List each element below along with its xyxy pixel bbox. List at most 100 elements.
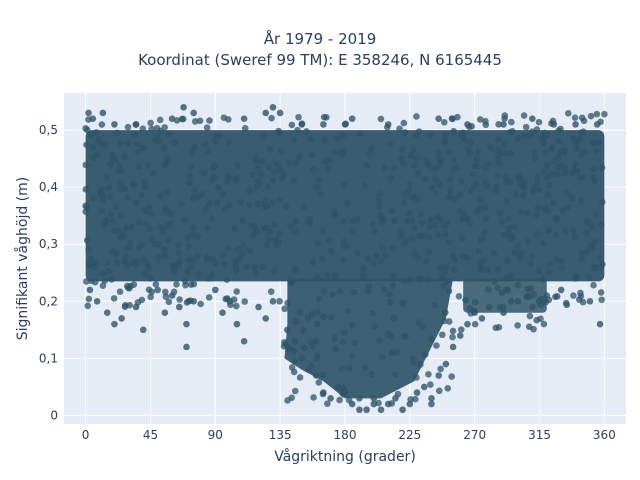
- scatter-point: [307, 136, 315, 143]
- scatter-point: [263, 242, 270, 250]
- scatter-point: [187, 281, 195, 288]
- data-point: [262, 109, 270, 117]
- scatter-point: [453, 163, 461, 171]
- scatter-point: [144, 260, 151, 268]
- scatter-point: [114, 167, 122, 175]
- scatter-point: [87, 255, 95, 263]
- scatter-point: [467, 139, 474, 146]
- scatter-point: [106, 193, 114, 201]
- scatter-point: [390, 164, 398, 171]
- scatter-point: [512, 190, 519, 198]
- scatter-point: [402, 237, 410, 245]
- scatter-point: [502, 286, 510, 293]
- scatter-point: [191, 186, 198, 194]
- scatter-point: [420, 232, 427, 240]
- scatter-point: [540, 320, 548, 328]
- scatter-point: [387, 140, 394, 148]
- scatter-point: [204, 225, 211, 232]
- data-point: [464, 121, 471, 128]
- scatter-point: [534, 174, 541, 181]
- data-point: [168, 115, 176, 122]
- scatter-point: [278, 174, 286, 182]
- scatter-point: [437, 365, 444, 373]
- data-point: [420, 383, 428, 391]
- data-point: [305, 366, 313, 374]
- scatter-point: [475, 247, 482, 255]
- scatter-point: [83, 126, 91, 134]
- scatter-point: [101, 141, 109, 149]
- scatter-point: [326, 237, 333, 245]
- scatter-point: [323, 400, 331, 408]
- scatter-point: [402, 333, 409, 340]
- scatter-point: [519, 192, 527, 199]
- scatter-point: [288, 121, 296, 129]
- scatter-point: [535, 118, 543, 126]
- data-point: [240, 337, 248, 345]
- scatter-point: [257, 171, 265, 178]
- data-point: [334, 383, 342, 391]
- scatter-point: [351, 339, 359, 347]
- scatter-point: [389, 244, 396, 252]
- scatter-point: [373, 253, 381, 260]
- scatter-point: [441, 230, 449, 238]
- scatter-point: [597, 221, 605, 229]
- scatter-point: [535, 267, 543, 275]
- scatter-point: [384, 330, 392, 338]
- data-point: [428, 395, 435, 402]
- scatter-point: [434, 232, 442, 239]
- scatter-point: [287, 222, 294, 230]
- y-tick-label: 0,4: [39, 180, 58, 194]
- scatter-point: [421, 176, 429, 183]
- scatter-point: [99, 282, 107, 290]
- scatter-point: [124, 123, 132, 131]
- scatter-point: [410, 162, 418, 169]
- data-point: [543, 292, 551, 299]
- scatter-point: [319, 255, 326, 262]
- scatter-point: [108, 151, 116, 159]
- scatter-point: [448, 373, 455, 380]
- scatter-point: [514, 135, 522, 142]
- scatter-point: [415, 254, 422, 261]
- scatter-point: [598, 198, 606, 206]
- x-tick-label: 315: [528, 428, 551, 442]
- data-point: [89, 115, 97, 122]
- scatter-point: [551, 157, 559, 165]
- scatter-point: [494, 284, 502, 291]
- scatter-point: [434, 214, 442, 221]
- scatter-point: [514, 322, 521, 329]
- scatter-point: [154, 254, 162, 261]
- scatter-point: [241, 298, 249, 305]
- scatter-point: [290, 347, 298, 355]
- scatter-point: [419, 219, 426, 226]
- scatter-point: [126, 284, 133, 292]
- scatter-point: [531, 150, 538, 157]
- scatter-point: [481, 228, 489, 236]
- scatter-point: [407, 276, 414, 283]
- scatter-point: [507, 272, 515, 280]
- scatter-point: [165, 236, 172, 244]
- scatter-point: [83, 141, 90, 149]
- scatter-point: [368, 144, 375, 152]
- data-point: [161, 252, 169, 259]
- scatter-point: [241, 125, 249, 132]
- scatter-point: [564, 110, 572, 117]
- scatter-point: [167, 220, 174, 228]
- scatter-point: [538, 295, 545, 303]
- scatter-point: [194, 233, 202, 240]
- scatter-point: [369, 220, 377, 227]
- scatter-point: [443, 278, 451, 285]
- scatter-point: [117, 212, 125, 219]
- scatter-point: [378, 244, 386, 251]
- scatter-point: [82, 202, 89, 210]
- scatter-point: [544, 130, 552, 138]
- scatter-point: [196, 117, 204, 125]
- scatter-point: [110, 295, 118, 302]
- scatter-point: [300, 203, 308, 211]
- scatter-point: [492, 187, 500, 194]
- scatter-point: [156, 116, 164, 124]
- scatter-point: [375, 202, 383, 210]
- data-point: [442, 360, 450, 368]
- scatter-point: [441, 137, 449, 145]
- data-point: [298, 121, 306, 128]
- scatter-point: [190, 224, 197, 231]
